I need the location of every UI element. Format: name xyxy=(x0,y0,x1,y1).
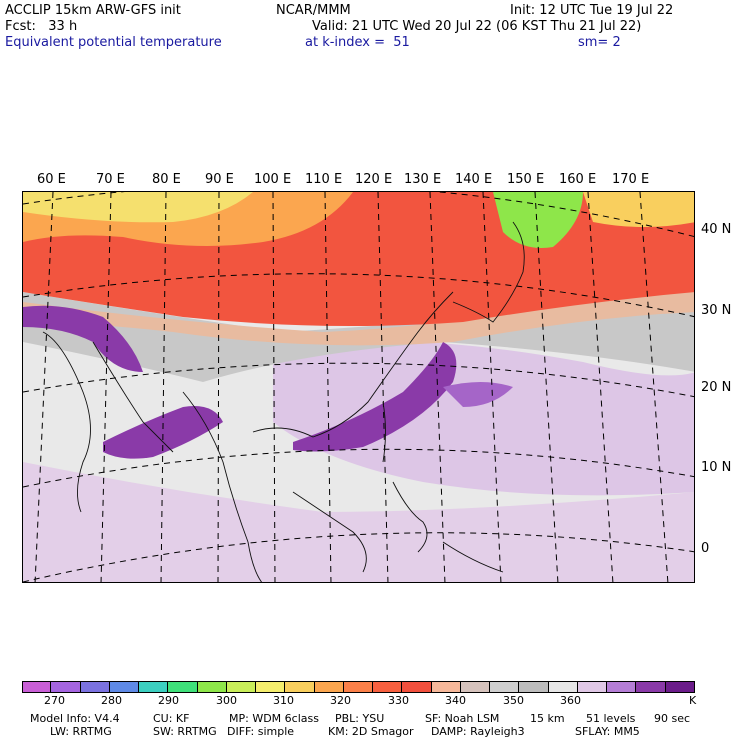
model-info-item: DIFF: simple xyxy=(227,725,295,738)
graticule xyxy=(23,192,694,582)
india-convection xyxy=(23,305,143,372)
colorbar xyxy=(22,681,695,693)
longitude-label: 90 E xyxy=(205,172,234,187)
colorbar-tick-label: 300 xyxy=(216,694,237,707)
colorbar-cell xyxy=(373,681,403,693)
model-info-item: SFLAY: MM5 xyxy=(575,725,640,738)
model-info-item: CU: KF xyxy=(153,712,190,725)
colorbar-unit: K xyxy=(689,694,697,707)
model-info-item: SW: RRTMG xyxy=(153,725,217,738)
latitude-label: 20 N xyxy=(701,380,732,395)
northeast-yellow-region xyxy=(583,192,694,227)
longitude-label: 60 E xyxy=(37,172,66,187)
colorbar-cell xyxy=(460,681,491,693)
colorbar-tick-label: 320 xyxy=(330,694,351,707)
colorbar-tick-label: 350 xyxy=(503,694,524,707)
colorbar-cell xyxy=(80,681,110,693)
colorbar-tick-label: 280 xyxy=(101,694,122,707)
map-field-svg xyxy=(23,192,694,582)
longitude-label: 80 E xyxy=(152,172,181,187)
colorbar-cell xyxy=(490,681,520,693)
colorbar-tick-label: 360 xyxy=(560,694,581,707)
model-title: ACCLIP 15km ARW-GFS init xyxy=(5,3,181,18)
colorbar-cell xyxy=(636,681,666,693)
model-info-item: DAMP: Rayleigh3 xyxy=(431,725,525,738)
latitude-label: 10 N xyxy=(701,460,732,475)
colorbar-cell xyxy=(22,681,52,693)
longitude-label: 150 E xyxy=(507,172,545,187)
smoothing-label: sm= 2 xyxy=(578,35,621,50)
organization-label: NCAR/MMM xyxy=(276,3,351,18)
coastlines xyxy=(42,221,525,582)
colorbar-cell xyxy=(577,681,608,693)
pacific-convection xyxy=(443,382,513,407)
level-index: at k-index = 51 xyxy=(305,35,410,50)
colorbar-tick-label: 310 xyxy=(273,694,294,707)
colorbar-cell xyxy=(168,681,198,693)
colorbar-cell xyxy=(256,681,286,693)
colorbar-frame xyxy=(22,681,695,693)
pacific-purple-band xyxy=(273,339,694,496)
init-time: Init: 12 UTC Tue 19 Jul 22 xyxy=(510,3,674,18)
colorbar-tick-label: 340 xyxy=(445,694,466,707)
colorbar-cell xyxy=(607,681,637,693)
valid-time: Valid: 21 UTC Wed 20 Jul 22 (06 KST Thu … xyxy=(312,19,642,34)
longitude-label: 120 E xyxy=(355,172,393,187)
field-name: Equivalent potential temperature xyxy=(5,35,222,50)
latitude-label: 40 N xyxy=(701,222,732,237)
model-info-item: PBL: YSU xyxy=(335,712,385,725)
colorbar-cell xyxy=(431,681,461,693)
longitude-label: 110 E xyxy=(305,172,343,187)
model-info-item: LW: RRTMG xyxy=(50,725,112,738)
longitude-label: 160 E xyxy=(559,172,597,187)
model-info-item: KM: 2D Smagor xyxy=(328,725,414,738)
colorbar-cell xyxy=(109,681,140,693)
colorbar-tick-label: 330 xyxy=(388,694,409,707)
longitude-label: 130 E xyxy=(404,172,442,187)
colorbar-cell xyxy=(285,681,315,693)
tan-band xyxy=(23,282,694,346)
colorbar-cell xyxy=(51,681,81,693)
model-info-item: Model Info: V4.4 xyxy=(30,712,120,725)
colorbar-cell xyxy=(548,681,578,693)
colorbar-cell xyxy=(343,681,374,693)
longitude-label: 70 E xyxy=(96,172,125,187)
longitude-label: 140 E xyxy=(455,172,493,187)
bay-of-bengal-convection xyxy=(103,406,223,459)
longitude-label: 170 E xyxy=(612,172,650,187)
model-info-item: SF: Noah LSM xyxy=(425,712,500,725)
colorbar-cell xyxy=(519,681,549,693)
longitude-label: 100 E xyxy=(254,172,292,187)
colorbar-cell xyxy=(197,681,227,693)
colorbar-cell xyxy=(314,681,344,693)
south-china-sea-convection xyxy=(293,342,457,452)
latitude-label: 0 xyxy=(701,541,710,556)
model-info-item: 51 levels xyxy=(586,712,636,725)
colorbar-cell xyxy=(139,681,169,693)
yellow-region xyxy=(23,192,253,223)
forecast-hour: Fcst: 33 h xyxy=(5,19,78,34)
latitude-label: 30 N xyxy=(701,303,732,318)
equatorial-band xyxy=(23,462,694,582)
colorbar-tick-label: 290 xyxy=(158,694,179,707)
colorbar-cell xyxy=(226,681,257,693)
colorbar-cell xyxy=(402,681,432,693)
model-info-item: 90 sec xyxy=(654,712,691,725)
model-info-item: 15 km xyxy=(530,712,565,725)
green-region xyxy=(493,192,583,248)
map-panel xyxy=(22,191,695,583)
colorbar-tick-label: 270 xyxy=(44,694,65,707)
model-info-item: MP: WDM 6class xyxy=(229,712,319,725)
